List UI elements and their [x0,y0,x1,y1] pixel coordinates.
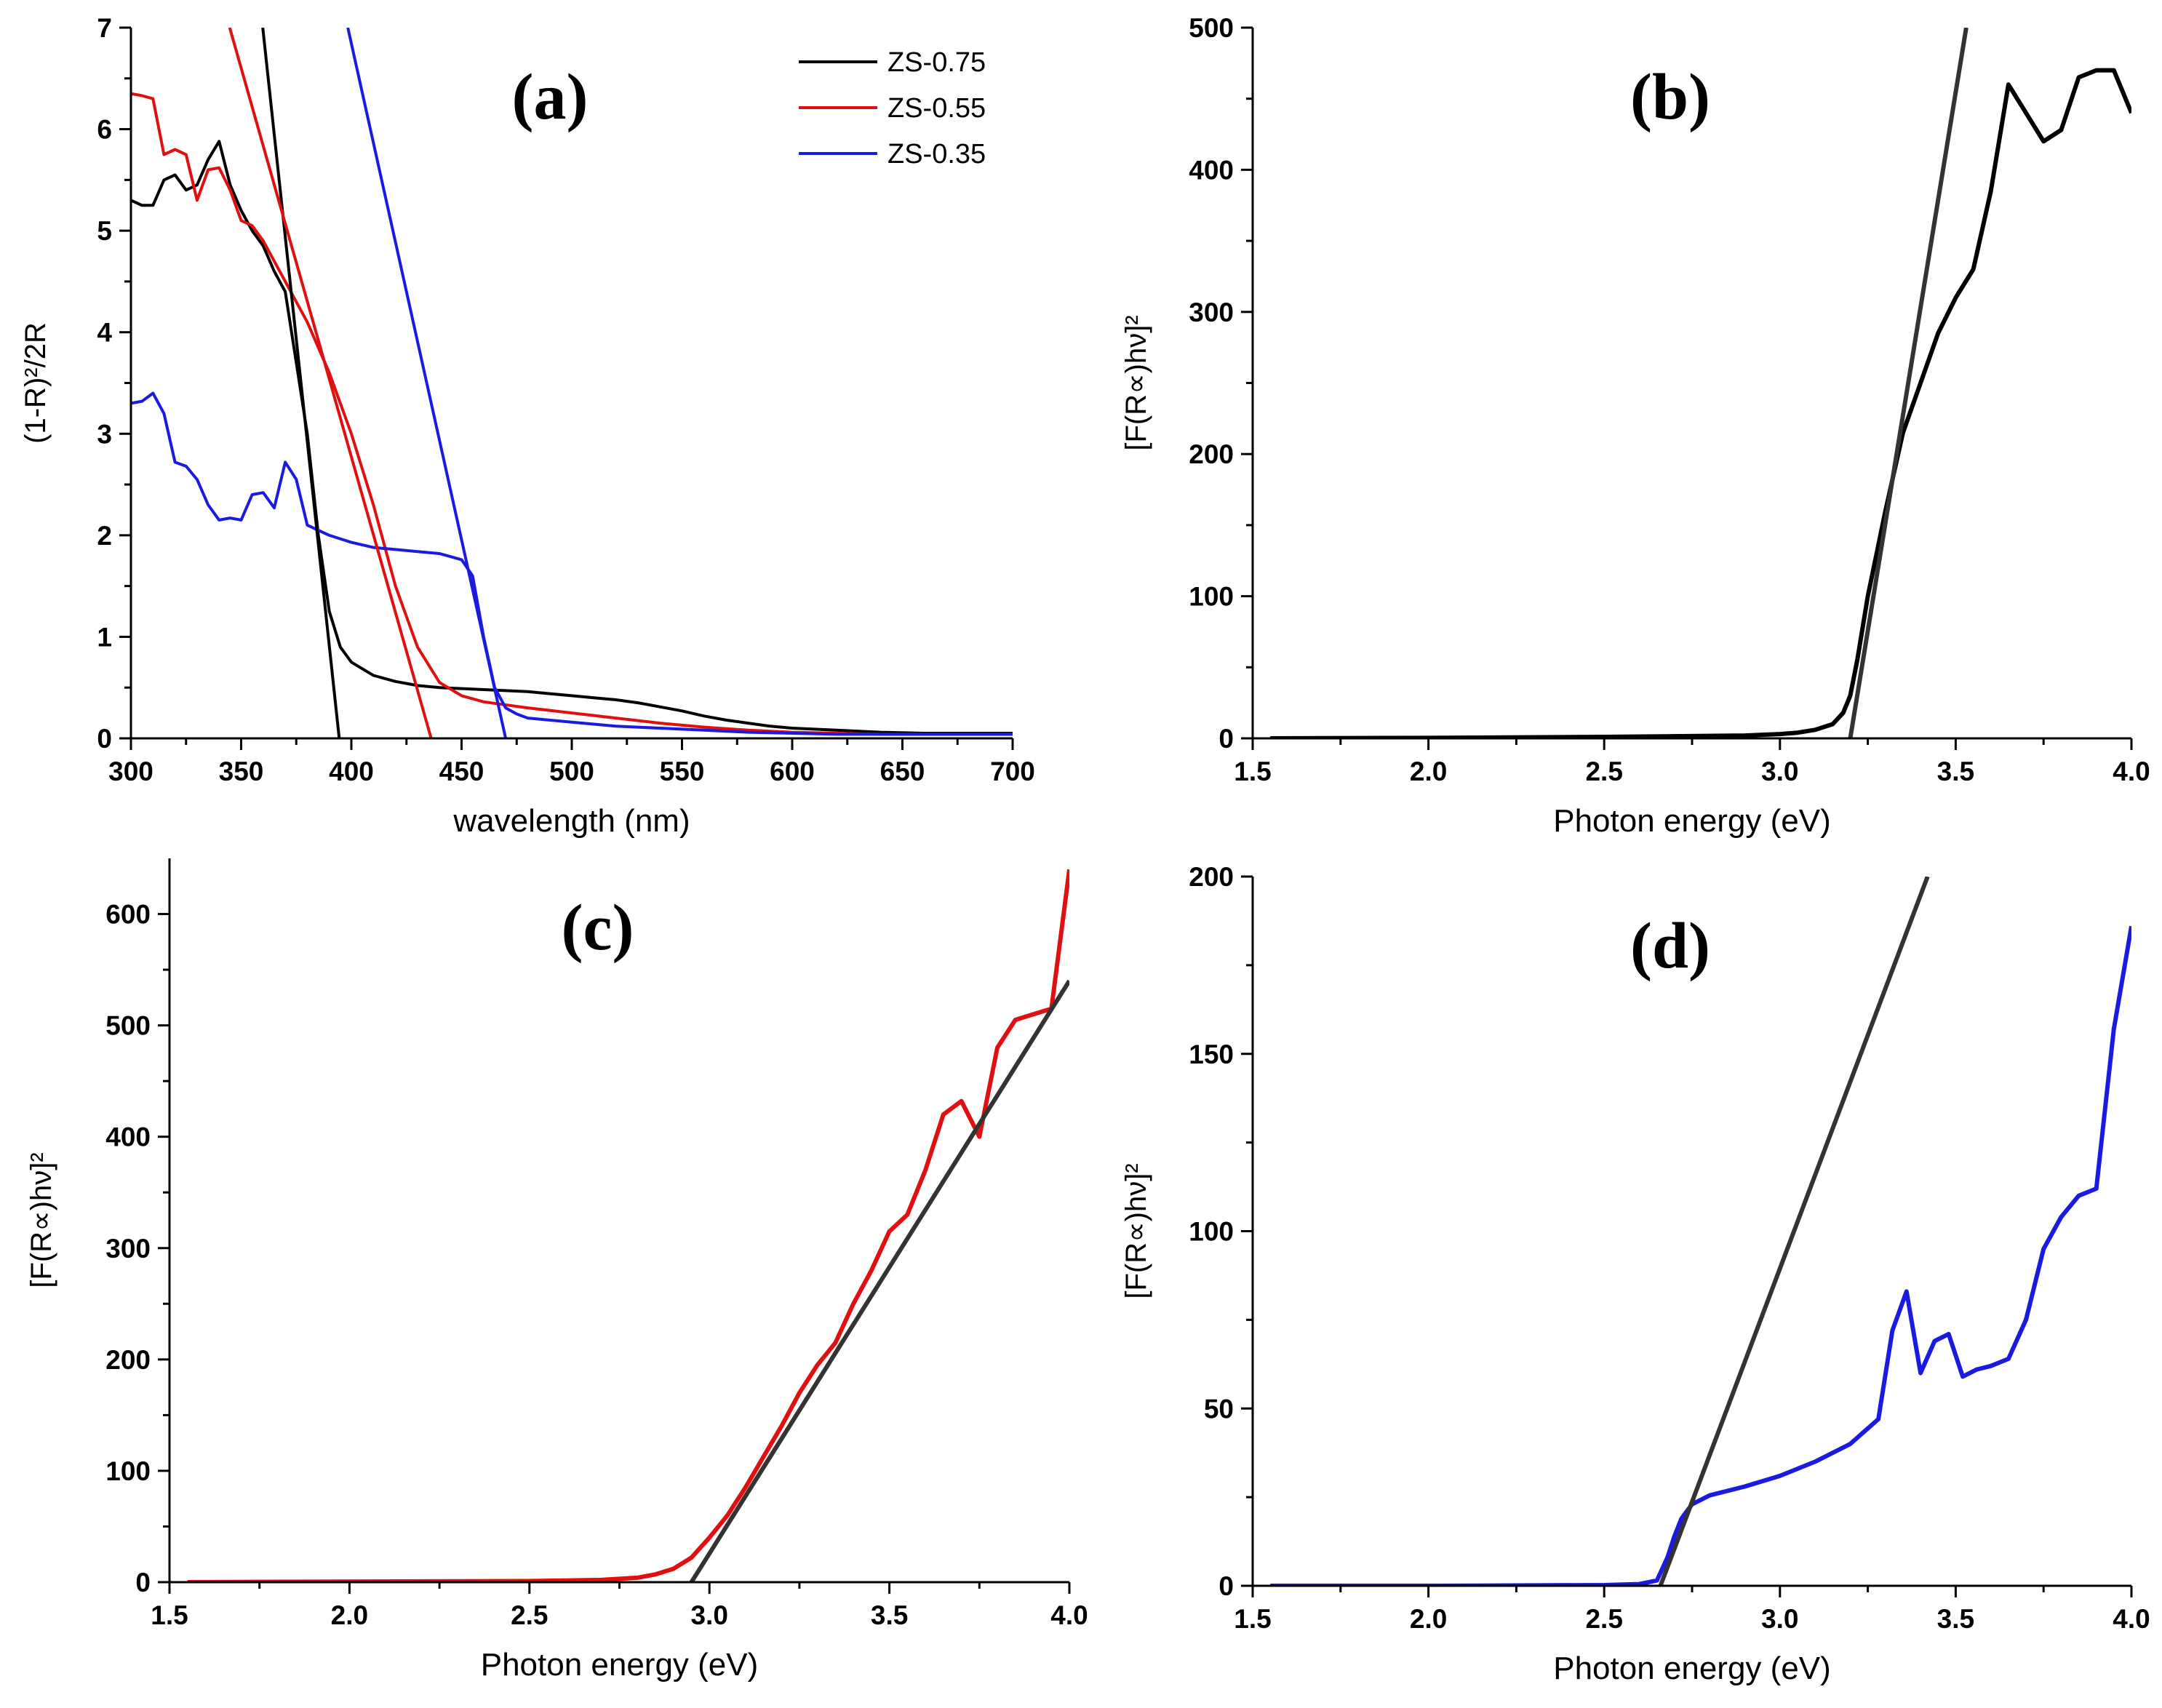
x-tick-label: 350 [219,757,264,786]
x-tick-label: 600 [770,757,815,786]
panel-b: 1.5 2.0 2.5 3.0 3.5 4.0 0 100 200 300 400 500 Photon… [1120,13,2150,839]
y-tick-label: 6 [97,115,112,145]
legend-label: ZS-0.35 [887,139,986,169]
x-tick-label: 1.5 [1234,757,1271,786]
x-tick-label: 3.0 [1761,1604,1798,1634]
x-tick-label: 2.0 [1410,757,1447,786]
legend-label: ZS-0.55 [887,93,986,124]
x-tick-label: 300 [108,757,153,786]
x-tick-label: 2.5 [1585,757,1622,786]
x-tick-label: 4.0 [1050,1600,1088,1630]
y-tick-label: 0 [1218,1571,1234,1601]
x-tick-label: 500 [549,757,594,786]
y-tick-label: 4 [97,318,112,348]
series-line-0 [131,140,1013,735]
y-tick-label: 1 [97,622,112,652]
panel-title: (c) [562,892,634,964]
y-axis-label: (1-R)²/2R [20,322,52,444]
panel-title: (d) [1630,910,1710,982]
panel-c: 1.5 2.0 2.5 3.0 3.5 4.0 0 100 200 300 400 500 600 Pho… [25,858,1088,1683]
y-tick-label: 300 [105,1234,151,1264]
series-line-2 [131,391,1013,736]
fit-line-2 [346,28,508,738]
y-tick-label: 3 [97,419,112,449]
x-tick-label: 2.5 [511,1600,548,1630]
x-tick-label: 450 [439,757,484,786]
y-tick-label: 5 [97,216,112,246]
x-tick-label: 3.5 [1937,1604,1974,1634]
y-tick-label: 300 [1189,298,1234,327]
series-line-1 [131,92,1013,736]
x-tick-label: 2.0 [1410,1604,1447,1634]
panel-d: 1.5 2.0 2.5 3.0 3.5 4.0 0 50 100 150 200 Photon ene… [1120,862,2150,1686]
x-tick-label: 4.0 [2113,757,2150,786]
x-tick-label: 700 [990,757,1035,786]
y-tick-label: 200 [1189,439,1234,469]
y-tick-label: 400 [105,1122,151,1152]
y-tick-label: 600 [105,900,151,930]
y-tick-label: 2 [97,521,112,551]
x-tick-label: 650 [880,757,925,786]
y-tick-label: 50 [1204,1394,1234,1424]
y-tick-label: 100 [105,1456,151,1486]
x-tick-label: 3.0 [1761,757,1798,786]
y-tick-label: 100 [1189,1217,1234,1247]
x-tick-label: 550 [660,757,705,786]
y-tick-label: 0 [1218,724,1234,754]
y-tick-label: 100 [1189,582,1234,612]
series-line-0 [1270,925,2131,1586]
y-tick-label: 500 [105,1011,151,1041]
x-tick-label: 4.0 [2113,1604,2150,1634]
x-axis-label: wavelength (nm) [452,803,690,839]
panel-title: (b) [1630,61,1710,133]
x-tick-label: 3.5 [1937,757,1974,786]
fit-line-0 [689,979,1069,1582]
y-axis-label: [F(R∝)hν]² [1120,315,1152,450]
y-tick-label: 200 [105,1345,151,1375]
series-line-0 [1270,68,2131,738]
y-tick-label: 500 [1189,13,1234,43]
fit-line-1 [228,28,433,738]
x-axis-label: Photon energy (eV) [1553,803,1831,839]
y-axis-label: [F(R∝)hν]² [25,1152,57,1288]
fit-line-0 [1658,877,1930,1586]
y-tick-label: 200 [1189,862,1234,892]
x-tick-label: 1.5 [1234,1604,1271,1634]
y-tick-label: 400 [1189,155,1234,185]
x-axis-label: Photon energy (eV) [1553,1651,1831,1686]
legend: ZS-0.75 ZS-0.55 ZS-0.35 [799,47,986,169]
x-axis-label: Photon energy (eV) [481,1647,759,1683]
y-tick-label: 0 [97,724,112,754]
panel-title: (a) [512,61,589,133]
x-tick-label: 3.5 [871,1600,908,1630]
y-tick-label: 7 [97,13,112,43]
y-tick-label: 150 [1189,1039,1234,1069]
panel-a: 300 350 400 450 500 550 600 650 700 0 1 2 3 4 5 6 7 wavel… [20,13,1035,839]
series-line-0 [187,869,1069,1582]
x-tick-label: 2.5 [1585,1604,1622,1634]
fit-line-0 [261,28,341,738]
x-tick-label: 1.5 [151,1600,188,1630]
y-axis-label: [F(R∝)hν]² [1120,1163,1152,1298]
x-tick-label: 400 [329,757,374,786]
y-tick-label: 0 [135,1568,151,1597]
legend-label: ZS-0.75 [887,47,986,78]
fit-line-0 [1848,28,1968,738]
x-tick-label: 2.0 [331,1600,368,1630]
x-tick-label: 3.0 [690,1600,727,1630]
